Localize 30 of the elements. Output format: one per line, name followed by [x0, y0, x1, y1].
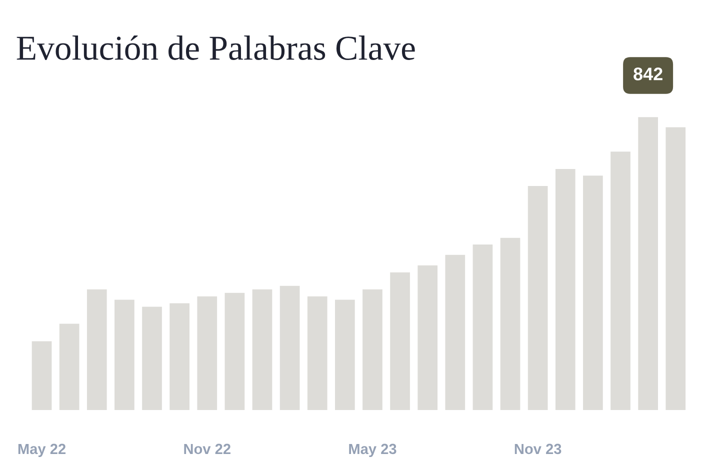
bar	[500, 238, 520, 410]
bar	[197, 296, 218, 410]
bar	[528, 186, 548, 410]
bar	[418, 265, 438, 410]
data-label: 842	[634, 68, 662, 80]
bar	[638, 117, 658, 410]
bar	[86, 289, 107, 410]
bar	[390, 272, 410, 410]
x-tick-label: Nov 22	[184, 444, 230, 454]
x-tick-label: May 23	[349, 444, 396, 458]
bar	[666, 127, 686, 410]
bar	[280, 286, 300, 410]
bar	[555, 169, 576, 410]
bar	[583, 176, 603, 410]
bar	[170, 303, 190, 410]
bar	[32, 341, 52, 410]
bar	[142, 306, 162, 410]
bar	[114, 300, 134, 410]
bar	[224, 292, 245, 410]
bar	[445, 254, 466, 410]
bar	[472, 244, 493, 410]
bar	[334, 300, 355, 410]
bar	[610, 152, 630, 410]
bar	[362, 289, 382, 410]
x-tick-label: Nov 23	[514, 444, 562, 454]
chart-title: Evolución de Palabras Clave	[16, 35, 415, 60]
x-tick-label: May 22	[18, 444, 66, 458]
bar	[59, 324, 80, 410]
bar	[307, 296, 328, 410]
bar	[252, 289, 272, 410]
